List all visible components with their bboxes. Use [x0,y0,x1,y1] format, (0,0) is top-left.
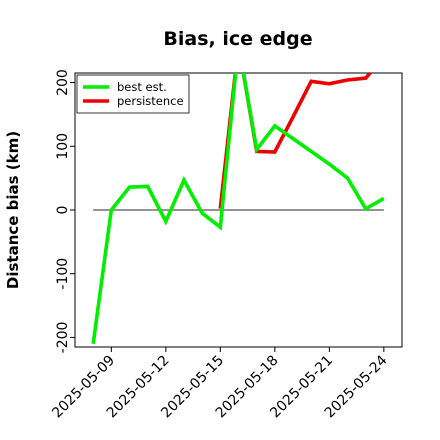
legend-label-best-est: best est. [117,80,167,94]
y-tick-label: 200 [55,69,71,96]
y-tick-label: -200 [55,322,71,354]
series-line-persistence [218,73,373,209]
y-tick-label: -100 [55,258,71,290]
y-tick-label: 100 [55,133,71,160]
y-axis-label: Distance bias (km) [4,131,22,289]
chart-title: Bias, ice edge [163,28,312,50]
tick-labels-group: -200-10001002002025-05-092025-05-122025-… [49,69,390,421]
y-tick-label: 0 [55,206,71,215]
data-series-group [91,73,385,345]
series-line-best-est [91,73,385,345]
legend: best est.persistence [76,74,190,114]
legend-box [76,74,190,114]
plot-area [74,72,403,348]
legend-label-persistence: persistence [117,94,184,108]
